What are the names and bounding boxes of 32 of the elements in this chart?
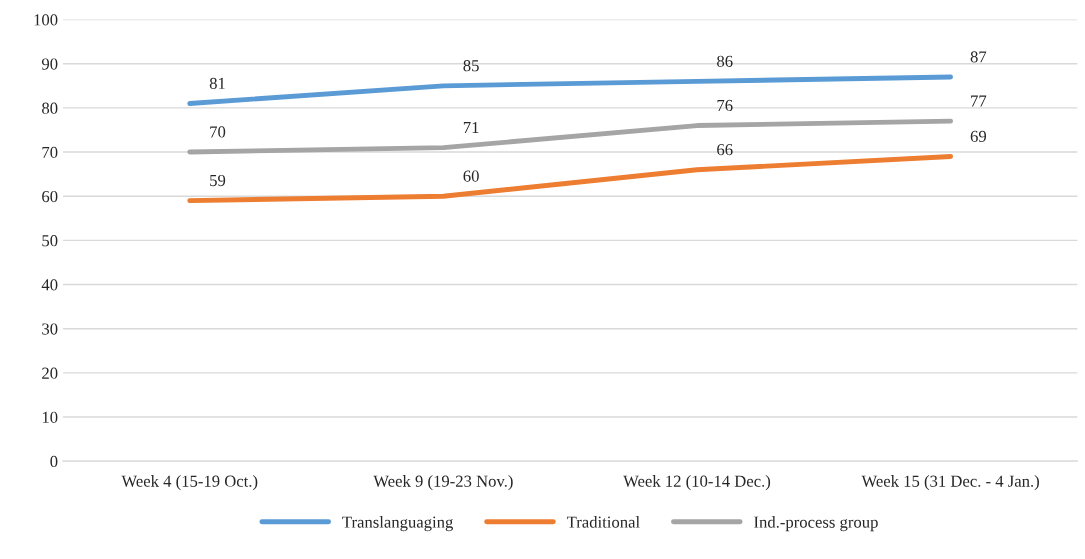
data-label: 85 bbox=[463, 60, 479, 72]
data-label: 59 bbox=[210, 174, 226, 187]
line-series bbox=[187, 154, 954, 204]
data-label: 87 bbox=[970, 51, 987, 63]
legend-label: Traditional bbox=[566, 516, 640, 528]
data-label: 81 bbox=[209, 77, 225, 89]
line-series bbox=[187, 118, 954, 155]
data-label: 66 bbox=[717, 144, 733, 156]
data-label: 60 bbox=[463, 170, 479, 182]
data-label: 76 bbox=[717, 99, 733, 112]
y-tick-label: 10 bbox=[42, 411, 58, 423]
y-tick-label: 0 bbox=[50, 455, 58, 468]
x-tick-label: Week 15 (31 Dec. - 4 Jan.) bbox=[861, 475, 1039, 491]
data-label: 86 bbox=[717, 55, 733, 67]
y-tick-label: 30 bbox=[42, 323, 58, 335]
y-tick-label: 40 bbox=[41, 279, 58, 291]
y-tick-label: 50 bbox=[42, 235, 58, 247]
x-tick-label: Week 9 (19-23 Nov.) bbox=[373, 475, 513, 491]
x-tick-label: Week 4 (15-19 Oct.) bbox=[121, 475, 258, 491]
legend-label: Translanguaging bbox=[342, 516, 454, 532]
y-tick-label: 70 bbox=[42, 146, 58, 158]
y-tick-label: 80 bbox=[42, 102, 58, 114]
y-tick-label: 60 bbox=[42, 190, 58, 203]
data-label: 70 bbox=[210, 126, 226, 138]
data-label: 69 bbox=[970, 130, 987, 142]
y-tick-label: 90 bbox=[41, 58, 58, 70]
data-label: 71 bbox=[463, 121, 479, 133]
legend-label: Ind.-process group bbox=[754, 516, 878, 532]
y-tick-label: 100 bbox=[34, 14, 58, 26]
x-tick-label: Week 12 (10-14 Dec.) bbox=[623, 475, 771, 491]
y-tick-label: 20 bbox=[42, 367, 58, 379]
data-label: 77 bbox=[971, 95, 987, 107]
